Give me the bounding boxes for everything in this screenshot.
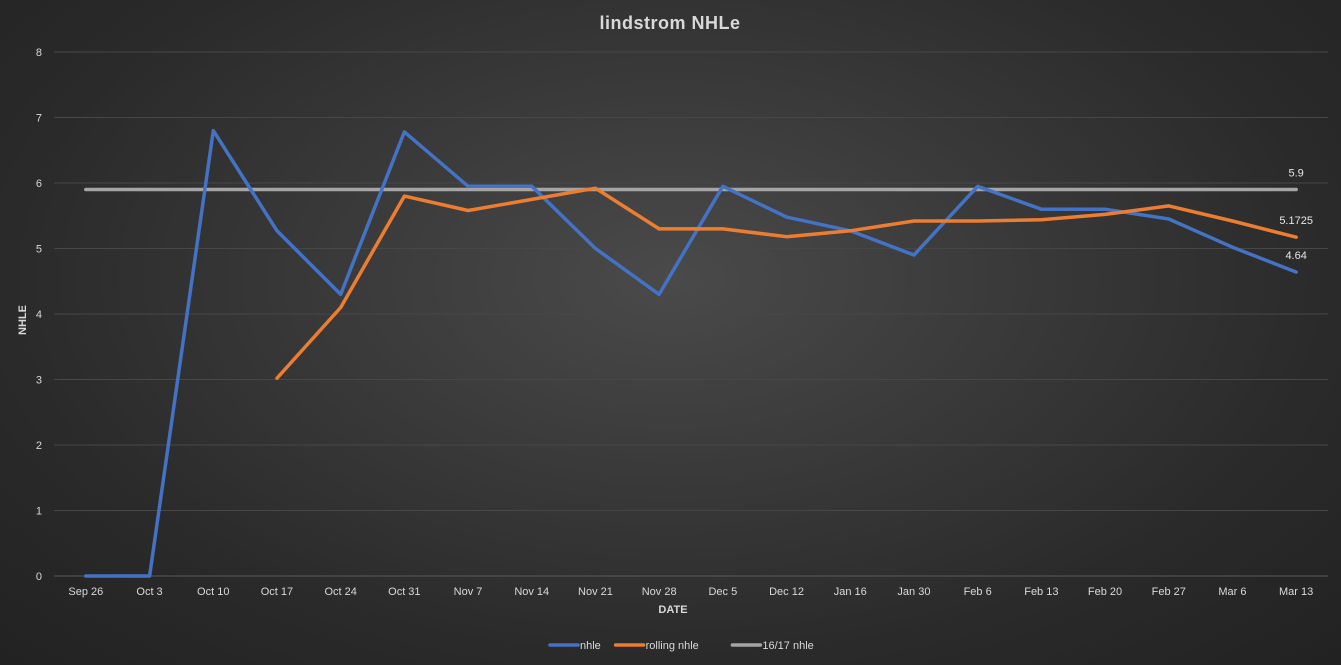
x-tick-label: Nov 21	[578, 586, 613, 598]
x-tick-label: Jan 16	[834, 586, 867, 598]
y-tick-label: 2	[36, 440, 42, 452]
y-tick-label: 0	[36, 571, 42, 583]
gridlines	[54, 51, 1328, 577]
end-data-label: 4.64	[1285, 250, 1306, 262]
series-lines	[84, 128, 1298, 578]
x-tick-label: Oct 24	[324, 586, 356, 598]
y-axis-title: NHLE	[17, 305, 29, 335]
x-tick-label: Dec 5	[708, 586, 737, 598]
x-tick-label: Feb 27	[1152, 586, 1186, 598]
series-line-rolling-nhle	[275, 186, 1298, 380]
y-tick-label: 8	[36, 47, 42, 59]
x-axis-title: DATE	[658, 604, 687, 616]
y-tick-label: 6	[36, 178, 42, 190]
y-axis-ticks: 0 1 2 3 4 5 6 7 8	[36, 47, 42, 583]
y-tick-label: 7	[36, 113, 42, 125]
x-tick-label: Oct 31	[388, 586, 420, 598]
x-axis-ticks: Sep 26 Oct 3 Oct 10 Oct 17 Oct 24 Oct 31 Nov 7…	[68, 586, 1313, 598]
x-tick-label: Dec 12	[769, 586, 804, 598]
x-tick-label: Nov 14	[514, 586, 549, 598]
x-tick-label: Feb 6	[964, 586, 992, 598]
chart-title: lindstrom NHLe	[599, 13, 740, 33]
x-tick-label: Mar 13	[1279, 586, 1313, 598]
x-tick-label: Sep 26	[68, 586, 103, 598]
end-data-label: 5.1725	[1279, 215, 1313, 227]
x-tick-label: Jan 30	[897, 586, 930, 598]
x-tick-label: Mar 6	[1218, 586, 1246, 598]
x-tick-label: Feb 20	[1088, 586, 1122, 598]
series-line-nhle	[84, 128, 1298, 578]
y-tick-label: 1	[36, 506, 42, 518]
x-tick-label: Nov 28	[642, 586, 677, 598]
legend-label[interactable]: nhle	[580, 640, 601, 652]
y-tick-label: 4	[36, 309, 42, 321]
x-tick-label: Oct 17	[261, 586, 293, 598]
y-tick-label: 5	[36, 244, 42, 256]
data-labels: 4.64 5.1725 5.9	[1279, 168, 1313, 263]
x-tick-label: Oct 3	[136, 586, 162, 598]
y-tick-label: 3	[36, 375, 42, 387]
legend-label[interactable]: 16/17 nhle	[762, 640, 813, 652]
x-tick-label: Feb 13	[1024, 586, 1058, 598]
x-tick-label: Nov 7	[454, 586, 483, 598]
legend: nhle rolling nhle 16/17 nhle	[548, 640, 814, 652]
x-tick-label: Oct 10	[197, 586, 229, 598]
end-data-label: 5.9	[1289, 168, 1304, 180]
legend-label[interactable]: rolling nhle	[646, 640, 699, 652]
